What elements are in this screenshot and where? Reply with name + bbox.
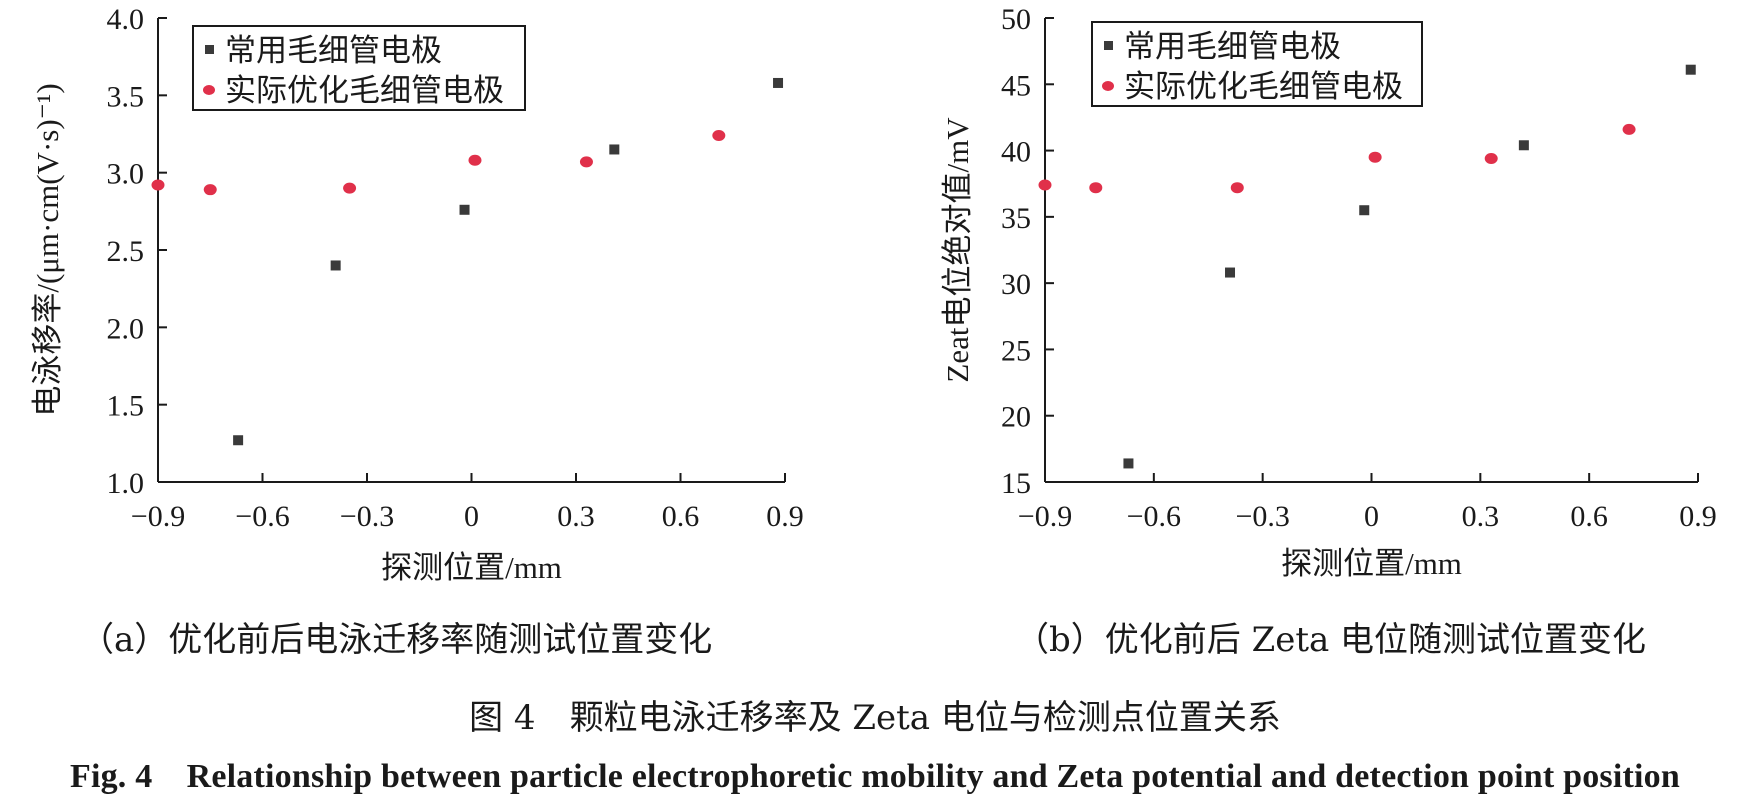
legend-box — [1091, 21, 1423, 107]
x-tick-label: 0.6 — [662, 500, 700, 533]
x-tick-label: 0.9 — [766, 500, 804, 533]
data-point-circle — [1089, 182, 1103, 194]
data-point-circle — [468, 154, 482, 166]
y-tick-label: 15 — [1001, 467, 1031, 500]
data-point-square — [1685, 64, 1696, 75]
y-tick-label: 40 — [1001, 136, 1031, 169]
data-point-square — [773, 77, 784, 88]
x-axis-label: 探测位置/mm — [381, 550, 562, 585]
y-tick-label: 20 — [1001, 401, 1031, 434]
legend-marker-square — [205, 45, 214, 54]
data-point-circle — [343, 182, 357, 194]
x-tick-label: −0.9 — [131, 500, 185, 533]
legend-label: 常用毛细管电极 — [225, 33, 442, 68]
legend-label: 实际优化毛细管电极 — [225, 73, 504, 108]
data-point-square — [330, 260, 341, 271]
data-point-square — [233, 435, 244, 446]
data-point-square — [1123, 458, 1134, 469]
data-point-circle — [1622, 123, 1636, 135]
y-tick-label: 35 — [1001, 202, 1031, 235]
y-axis-label: 电泳移率/(μm·cm(V·s)⁻¹) — [30, 83, 65, 416]
y-tick-label: 1.5 — [107, 390, 145, 423]
x-tick-label: −0.3 — [340, 500, 394, 533]
legend-box — [192, 25, 526, 111]
data-point-square — [1225, 267, 1236, 278]
data-point-square — [1359, 205, 1370, 216]
subcaption-a: （a）优化前后电泳迁移率随测试位置变化 — [80, 620, 713, 660]
y-tick-label: 3.5 — [107, 80, 145, 113]
y-tick-label: 45 — [1001, 69, 1031, 102]
y-axis-label: Zeat电位绝对值/mV — [940, 117, 975, 383]
x-tick-label: 0.9 — [1679, 500, 1717, 533]
legend-marker-square — [1104, 41, 1113, 50]
data-point-square — [609, 144, 620, 155]
x-tick-label: 0.3 — [557, 500, 595, 533]
y-tick-label: 4.0 — [107, 3, 145, 36]
y-tick-label: 1.0 — [107, 467, 145, 500]
x-tick-label: 0.3 — [1462, 500, 1500, 533]
x-tick-label: 0 — [464, 500, 479, 533]
figure-caption-cn: 图 4 颗粒电泳迁移率及 Zeta 电位与检测点位置关系 — [469, 698, 1281, 738]
data-point-square — [1518, 140, 1529, 151]
data-point-circle — [151, 179, 165, 191]
data-point-circle — [579, 156, 593, 168]
data-point-circle — [712, 130, 726, 142]
legend-label: 实际优化毛细管电极 — [1124, 69, 1403, 104]
data-point-circle — [203, 184, 217, 196]
data-point-square — [459, 204, 470, 215]
y-tick-label: 30 — [1001, 268, 1031, 301]
x-tick-label: −0.6 — [235, 500, 289, 533]
x-tick-label: −0.6 — [1127, 500, 1181, 533]
subcaption-b: （b）优化前后 Zeta 电位随测试位置变化 — [1015, 620, 1647, 660]
y-tick-label: 2.5 — [107, 235, 145, 268]
data-point-circle — [1230, 182, 1244, 194]
legend-marker-circle — [203, 85, 215, 95]
x-tick-label: 0 — [1364, 500, 1379, 533]
legend-marker-circle — [1102, 81, 1114, 91]
y-tick-label: 2.0 — [107, 312, 145, 345]
data-point-circle — [1484, 153, 1498, 165]
figure-caption-en: Fig. 4 Relationship between particle ele… — [69, 758, 1680, 795]
x-tick-label: −0.3 — [1235, 500, 1289, 533]
y-tick-label: 50 — [1001, 3, 1031, 36]
x-axis-label: 探测位置/mm — [1281, 546, 1462, 581]
x-tick-label: −0.9 — [1018, 500, 1072, 533]
data-point-circle — [1368, 151, 1382, 163]
data-point-circle — [1038, 179, 1052, 191]
x-tick-label: 0.6 — [1570, 500, 1608, 533]
legend-label: 常用毛细管电极 — [1124, 29, 1341, 64]
y-tick-label: 3.0 — [107, 158, 145, 191]
y-tick-label: 25 — [1001, 334, 1031, 367]
